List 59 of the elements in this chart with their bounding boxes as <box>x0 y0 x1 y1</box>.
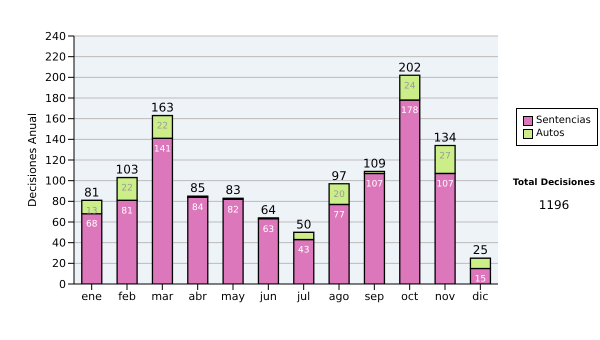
total-label: 81 <box>84 185 100 200</box>
total-label: 163 <box>150 100 174 115</box>
data-label: 22 <box>156 122 168 132</box>
x-tick-label: ene <box>81 290 102 303</box>
x-tick-label: nov <box>434 290 456 303</box>
y-tick-label: 200 <box>45 71 66 84</box>
data-label: 43 <box>298 246 310 256</box>
data-label: 15 <box>474 274 486 284</box>
y-tick-label: 180 <box>45 92 66 105</box>
y-tick-label: 0 <box>59 278 66 291</box>
y-tick-label: 120 <box>45 154 66 167</box>
x-tick-label: ago <box>328 290 350 303</box>
data-label: 107 <box>366 179 384 190</box>
legend-label: Autos <box>536 127 564 140</box>
total-label: 202 <box>398 60 422 74</box>
legend-label: Sentencias <box>536 114 591 127</box>
x-tick-label: mar <box>151 290 174 303</box>
x-tick-label: jul <box>296 290 310 303</box>
data-label: 77 <box>333 210 345 220</box>
x-tick-label: feb <box>118 290 136 303</box>
data-label: 27 <box>439 152 451 162</box>
data-label: 68 <box>86 220 98 230</box>
y-tick-label: 140 <box>45 133 66 146</box>
y-tick-label: 20 <box>52 257 66 270</box>
data-label: 20 <box>333 190 346 200</box>
data-label: 107 <box>436 179 454 190</box>
total-label: 85 <box>190 181 206 196</box>
x-tick-label: dic <box>472 290 488 303</box>
total-label: 103 <box>116 162 139 177</box>
data-label: 178 <box>401 106 419 116</box>
data-label: 24 <box>404 81 416 92</box>
y-tick-label: 240 <box>45 30 66 43</box>
y-axis-title: Decisiones Anual <box>26 112 39 208</box>
x-tick-label: may <box>221 290 246 303</box>
total-label: 109 <box>362 156 386 170</box>
data-label: 81 <box>121 206 133 216</box>
total-label: 25 <box>472 243 488 258</box>
y-tick-label: 100 <box>45 174 66 188</box>
text: Total Decisiones <box>512 178 596 188</box>
data-label: 63 <box>262 224 274 235</box>
total-label: 83 <box>225 183 241 198</box>
x-tick-label: abr <box>188 290 208 303</box>
data-label: 84 <box>192 203 204 214</box>
y-tick-label: 60 <box>52 216 66 229</box>
total-label: 134 <box>434 130 457 145</box>
x-tick-label: sep <box>364 290 384 303</box>
y-tick-label: 80 <box>52 195 66 208</box>
text: 1196 <box>538 198 570 212</box>
total-label: 50 <box>296 217 312 232</box>
y-tick-label: 160 <box>45 112 66 126</box>
data-label: 141 <box>154 144 172 154</box>
y-tick-label: 40 <box>52 236 66 250</box>
total-label: 64 <box>260 202 276 217</box>
y-tick-label: 220 <box>45 50 66 64</box>
total-label: 97 <box>331 168 347 183</box>
data-label: 82 <box>227 205 239 216</box>
data-label: 22 <box>121 184 133 194</box>
x-tick-label: oct <box>401 290 419 303</box>
x-tick-label: jun <box>258 290 277 303</box>
